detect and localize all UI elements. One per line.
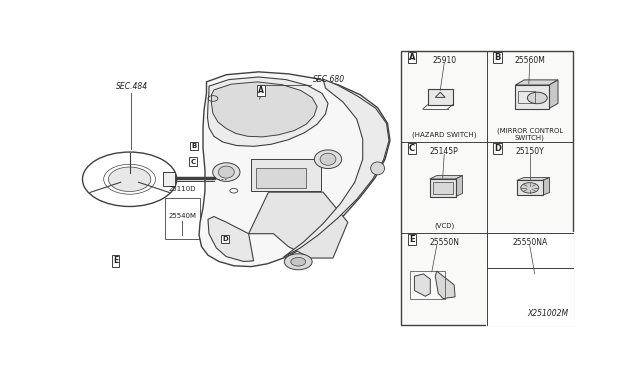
Text: (MIRROR CONTROL
SWITCH): (MIRROR CONTROL SWITCH) — [497, 127, 563, 141]
Bar — [487, 233, 573, 325]
Polygon shape — [435, 271, 455, 299]
Bar — [433, 182, 452, 195]
Polygon shape — [284, 79, 389, 257]
Text: C: C — [409, 144, 415, 153]
Polygon shape — [456, 176, 463, 197]
Text: 25110D: 25110D — [168, 186, 196, 192]
Ellipse shape — [320, 153, 336, 165]
Polygon shape — [515, 80, 558, 85]
Polygon shape — [199, 72, 390, 267]
Circle shape — [521, 183, 539, 193]
Bar — [517, 180, 543, 195]
Polygon shape — [543, 177, 550, 195]
Ellipse shape — [371, 162, 385, 175]
Text: 25540M: 25540M — [168, 213, 196, 219]
Ellipse shape — [314, 150, 342, 169]
Polygon shape — [249, 192, 348, 258]
Circle shape — [108, 167, 151, 192]
Text: (HAZARD SWITCH): (HAZARD SWITCH) — [412, 131, 476, 138]
Text: 25910: 25910 — [432, 56, 456, 65]
Ellipse shape — [212, 163, 240, 182]
Bar — [163, 172, 175, 186]
Text: 25550NA: 25550NA — [512, 238, 547, 247]
Polygon shape — [208, 217, 253, 262]
Text: B: B — [191, 143, 196, 149]
Text: A: A — [408, 53, 415, 62]
Bar — [515, 85, 549, 109]
Bar — [430, 179, 456, 197]
Polygon shape — [207, 77, 328, 146]
Circle shape — [284, 254, 312, 270]
Polygon shape — [517, 177, 550, 180]
Ellipse shape — [218, 166, 234, 178]
Text: C: C — [191, 158, 196, 164]
Text: E: E — [113, 256, 118, 265]
Bar — [251, 159, 321, 191]
Bar — [518, 91, 534, 103]
Text: A: A — [258, 86, 264, 95]
Text: 25560M: 25560M — [515, 56, 545, 65]
Text: B: B — [494, 53, 500, 62]
Polygon shape — [430, 176, 463, 179]
Bar — [165, 198, 200, 240]
Polygon shape — [415, 274, 430, 296]
Text: 25550N: 25550N — [429, 238, 459, 247]
Polygon shape — [549, 80, 558, 109]
Text: 25150Y: 25150Y — [515, 147, 544, 156]
Polygon shape — [211, 82, 317, 137]
Circle shape — [527, 92, 547, 104]
Text: D: D — [222, 237, 228, 243]
Text: E: E — [409, 235, 415, 244]
Text: SEC.484: SEC.484 — [116, 82, 148, 91]
Text: D: D — [494, 144, 501, 153]
Bar — [256, 169, 306, 189]
Text: X251002M: X251002M — [527, 310, 568, 318]
Text: (VCD): (VCD) — [434, 222, 454, 229]
Polygon shape — [522, 275, 547, 300]
Bar — [410, 271, 445, 299]
Bar — [428, 89, 452, 105]
Circle shape — [291, 257, 306, 266]
Bar — [401, 51, 573, 325]
Text: 25145P: 25145P — [430, 147, 459, 156]
Text: SEC.680: SEC.680 — [313, 75, 345, 84]
